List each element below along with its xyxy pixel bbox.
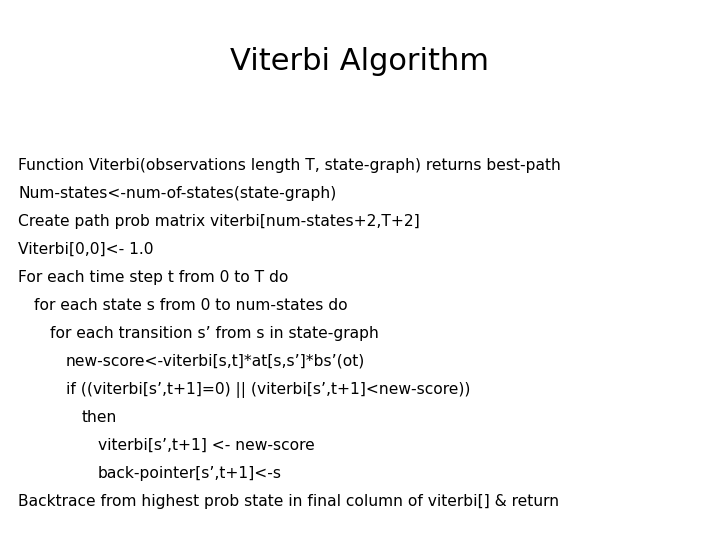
Text: then: then — [82, 410, 117, 425]
Text: Viterbi Algorithm: Viterbi Algorithm — [230, 48, 490, 77]
Text: Create path prob matrix viterbi[num-states+2,T+2]: Create path prob matrix viterbi[num-stat… — [18, 214, 420, 229]
Text: viterbi[s’,t+1] <- new-score: viterbi[s’,t+1] <- new-score — [98, 438, 315, 453]
Text: Backtrace from highest prob state in final column of viterbi[] & return: Backtrace from highest prob state in fin… — [18, 494, 559, 509]
Text: if ((viterbi[s’,t+1]=0) || (viterbi[s’,t+1]<new-score)): if ((viterbi[s’,t+1]=0) || (viterbi[s’,t… — [66, 382, 470, 398]
Text: for each transition s’ from s in state-graph: for each transition s’ from s in state-g… — [50, 326, 379, 341]
Text: Function Viterbi(observations length T, state-graph) returns best-path: Function Viterbi(observations length T, … — [18, 158, 561, 173]
Text: for each state s from 0 to num-states do: for each state s from 0 to num-states do — [34, 298, 348, 313]
Text: new-score<-viterbi[s,t]*at[s,s’]*bs’(ot): new-score<-viterbi[s,t]*at[s,s’]*bs’(ot) — [66, 354, 365, 369]
Text: Viterbi[0,0]<- 1.0: Viterbi[0,0]<- 1.0 — [18, 242, 153, 257]
Text: back-pointer[s’,t+1]<-s: back-pointer[s’,t+1]<-s — [98, 466, 282, 481]
Text: For each time step t from 0 to T do: For each time step t from 0 to T do — [18, 270, 289, 285]
Text: Num-states<-num-of-states(state-graph): Num-states<-num-of-states(state-graph) — [18, 186, 336, 201]
